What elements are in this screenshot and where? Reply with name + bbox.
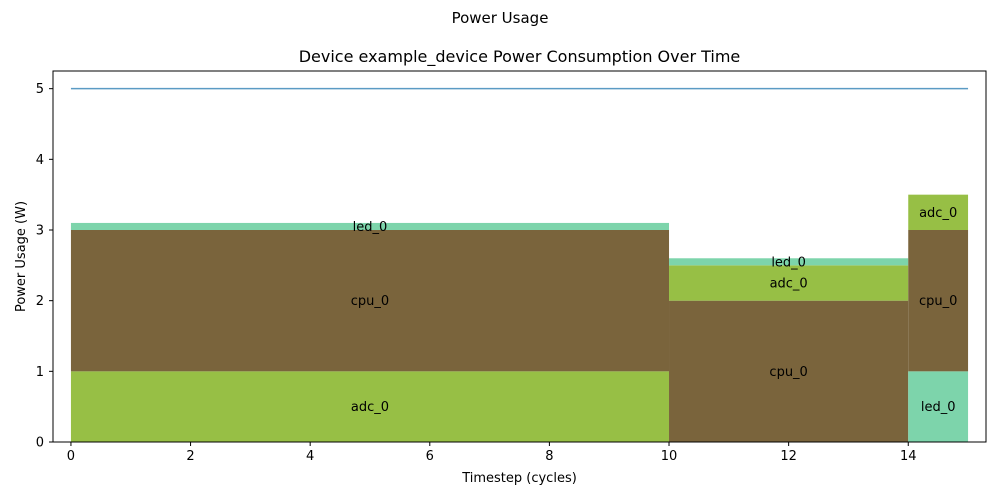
area-segment-0-adc_0 <box>70 371 670 442</box>
area-segment-1-led_0 <box>669 258 909 266</box>
y-tick-label: 1 <box>36 365 44 380</box>
x-tick-label: 4 <box>306 449 314 464</box>
segment-label-1-1: adc_0 <box>770 277 808 292</box>
figure-title: Power Usage <box>452 9 549 27</box>
x-tick-label: 14 <box>900 449 917 464</box>
area-segment-0-cpu_0 <box>70 230 670 372</box>
y-tick-label: 4 <box>36 153 44 168</box>
x-tick-label: 12 <box>780 449 797 464</box>
segment-label-2-0: led_0 <box>921 400 956 415</box>
segment-label-0-2: led_0 <box>353 220 388 235</box>
stacked-areas <box>70 194 969 442</box>
x-tick-label: 6 <box>426 449 434 464</box>
area-segment-0-led_0 <box>70 222 670 230</box>
segment-label-0-1: cpu_0 <box>351 294 389 309</box>
area-segment-1-adc_0 <box>669 265 909 301</box>
area-segment-2-led_0 <box>908 371 969 442</box>
y-tick-label: 3 <box>36 224 44 239</box>
area-segment-2-cpu_0 <box>908 230 969 372</box>
segment-label-1-0: cpu_0 <box>769 365 807 380</box>
y-tick-label: 5 <box>36 82 44 97</box>
segment-labels: adc_0 cpu_0 led_0 cpu_0 adc_0 led_0 led_0 cpu_0… <box>351 206 958 415</box>
x-tick-label: 2 <box>186 449 194 464</box>
area-segment-1-cpu_0 <box>669 300 909 442</box>
x-tick-label: 0 <box>67 449 75 464</box>
area-segment-2-adc_0 <box>908 194 969 230</box>
x-axis-label: Timestep (cycles) <box>461 471 577 486</box>
segment-label-0-0: adc_0 <box>351 400 389 415</box>
x-tick-label: 8 <box>545 449 553 464</box>
plot-frame <box>52 70 987 443</box>
y-tick-label: 2 <box>36 294 44 309</box>
y-axis-label: Power Usage (W) <box>14 201 29 312</box>
chart-title: Device example_device Power Consumption … <box>299 47 741 67</box>
segment-label-2-2: adc_0 <box>919 206 957 221</box>
x-tick-label: 10 <box>661 449 678 464</box>
x-axis-ticks: 0 2 4 6 8 10 12 14 <box>67 442 917 464</box>
segment-label-2-1: cpu_0 <box>919 294 957 309</box>
y-axis-ticks: 0 1 2 3 4 5 <box>36 82 53 451</box>
y-tick-label: 0 <box>36 436 44 451</box>
segment-label-1-2: led_0 <box>771 255 806 270</box>
